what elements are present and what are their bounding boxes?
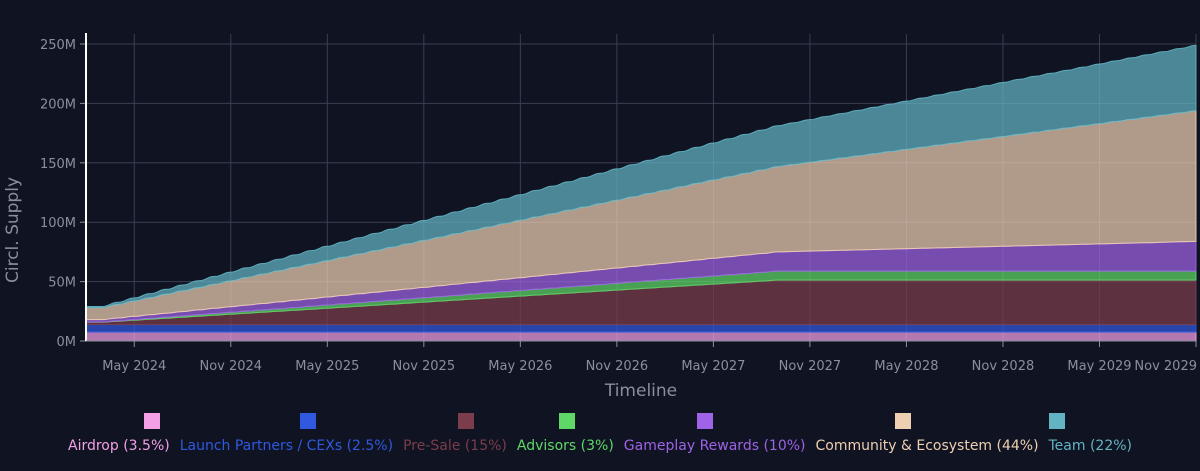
x-tick-label: Nov 2028: [972, 359, 1035, 374]
legend-swatch[interactable]: [144, 413, 160, 429]
legend-label[interactable]: Pre-Sale (15%): [403, 438, 507, 454]
x-tick-label: Nov 2029: [1134, 359, 1197, 374]
area-team[interactable]: [85, 44, 1197, 309]
area-launch-partners-cexs[interactable]: [85, 324, 1197, 333]
x-tick-label: Nov 2026: [586, 359, 649, 374]
x-tick-label: Nov 2027: [779, 359, 842, 374]
y-tick-label: 100M: [40, 216, 76, 231]
x-tick-label: Nov 2024: [199, 359, 262, 374]
x-tick-label: May 2025: [295, 359, 359, 374]
x-axis-title: Timeline: [604, 381, 677, 401]
legend-label[interactable]: Advisors (3%): [517, 438, 614, 454]
legend-label[interactable]: Launch Partners / CEXs (2.5%): [180, 438, 393, 454]
axes: [85, 33, 1196, 342]
y-tick-label: 150M: [40, 157, 76, 172]
y-tick-label: 50M: [48, 276, 76, 291]
y-tick-label: 200M: [40, 97, 76, 112]
x-tick-label: May 2027: [681, 359, 745, 374]
y-tick-label: 0M: [57, 335, 77, 350]
legend-swatch[interactable]: [559, 413, 575, 429]
x-tick-label: May 2029: [1067, 359, 1131, 374]
y-tick-label: 250M: [40, 38, 76, 53]
x-tick-labels: May 2024 Nov 2024 May 2025 Nov 2025 May 2026…: [102, 359, 1197, 374]
legend-swatch[interactable]: [697, 413, 713, 429]
x-tick-label: May 2024: [102, 359, 166, 374]
y-axis-title: Circl. Supply: [3, 177, 23, 283]
legend-swatch[interactable]: [1049, 413, 1065, 429]
legend-label[interactable]: Community & Ecosystem (44%): [816, 438, 1039, 454]
legend-label[interactable]: Airdrop (3.5%): [68, 438, 170, 454]
x-tick-label: May 2026: [488, 359, 552, 374]
x-tick-label: Nov 2025: [393, 359, 456, 374]
legend-swatch[interactable]: [458, 413, 474, 429]
legend-swatch[interactable]: [895, 413, 911, 429]
legend-label[interactable]: Team (22%): [1048, 438, 1133, 454]
area-airdrop[interactable]: [85, 331, 1197, 342]
x-tick-label: May 2028: [874, 359, 938, 374]
legend-label[interactable]: Gameplay Rewards (10%): [624, 438, 806, 454]
area-layer: [85, 44, 1197, 342]
legend: Airdrop (3.5%) Launch Partners / CEXs (2.…: [68, 413, 1132, 454]
legend-swatch[interactable]: [300, 413, 316, 429]
y-tick-labels: 0M 50M 100M 150M 200M 250M: [40, 38, 76, 350]
